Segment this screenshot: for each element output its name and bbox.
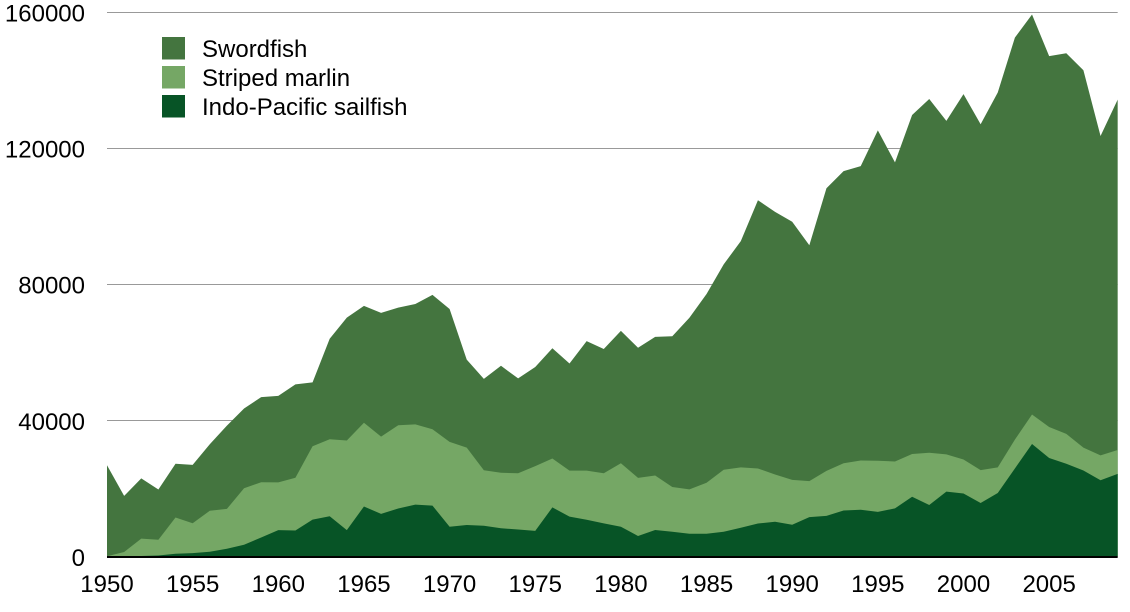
svg-text:1985: 1985 <box>680 571 733 598</box>
svg-text:1975: 1975 <box>509 571 562 598</box>
svg-text:1970: 1970 <box>423 571 476 598</box>
svg-text:120000: 120000 <box>5 137 85 164</box>
svg-text:1960: 1960 <box>252 571 305 598</box>
svg-text:Striped marlin: Striped marlin <box>202 65 350 92</box>
svg-text:1990: 1990 <box>766 571 819 598</box>
svg-text:1980: 1980 <box>594 571 647 598</box>
svg-text:Indo-Pacific sailfish: Indo-Pacific sailfish <box>202 94 407 121</box>
svg-text:1950: 1950 <box>80 571 133 598</box>
svg-text:1955: 1955 <box>166 571 219 598</box>
svg-text:40000: 40000 <box>18 409 85 436</box>
svg-text:Swordfish: Swordfish <box>202 36 307 63</box>
svg-text:80000: 80000 <box>18 273 85 300</box>
svg-text:1995: 1995 <box>851 571 904 598</box>
svg-text:2000: 2000 <box>937 571 990 598</box>
svg-text:0: 0 <box>72 545 85 572</box>
svg-text:2005: 2005 <box>1022 571 1075 598</box>
svg-text:160000: 160000 <box>5 1 85 28</box>
svg-text:1965: 1965 <box>337 571 390 598</box>
